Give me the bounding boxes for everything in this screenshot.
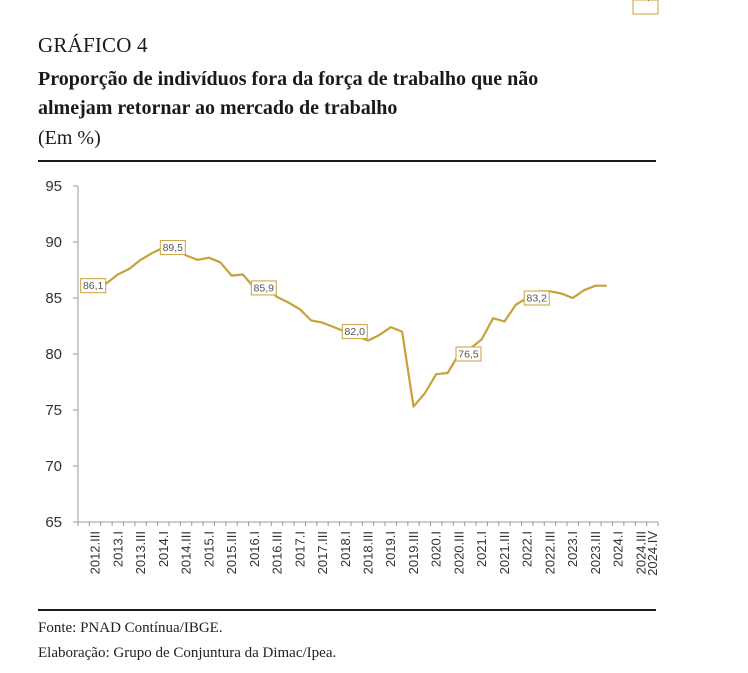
- data-label-box: [341, 324, 368, 340]
- data-label-text: 82,0: [345, 326, 366, 338]
- x-tick-label: 2024.IV: [645, 531, 660, 576]
- x-tick-label: 2017.III: [315, 531, 330, 574]
- data-label: 83,2: [523, 290, 550, 306]
- x-tick-label: 2022.III: [542, 531, 557, 574]
- x-tick-label: 2019.III: [406, 531, 421, 574]
- data-label: 86,1: [632, 0, 659, 15]
- x-tick-label: 2013.I: [110, 531, 125, 567]
- data-label-text: 86,1: [635, 0, 656, 3]
- data-label-text: 89,5: [163, 242, 184, 254]
- data-label: 86,1: [80, 278, 107, 294]
- x-tick-label: 2018.III: [361, 531, 376, 574]
- data-label: 85,9: [250, 280, 277, 296]
- credit-note: Elaboração: Grupo de Conjuntura da Dimac…: [38, 645, 337, 661]
- y-tick-label: 85: [45, 290, 62, 307]
- bottom-rule: [38, 609, 656, 611]
- source-note: Fonte: PNAD Contínua/IBGE.: [38, 620, 223, 636]
- y-tick-label: 70: [45, 458, 62, 475]
- x-tick-label: 2023.I: [565, 531, 580, 567]
- data-label-box: [250, 280, 277, 296]
- x-tick-label: 2014.I: [156, 531, 171, 567]
- x-tick-label: 2016.I: [247, 531, 262, 567]
- chart-title-line-2: almejam retornar ao mercado de trabalho: [38, 97, 398, 119]
- x-tick-label: 2018.I: [338, 531, 353, 567]
- y-tick-label: 80: [45, 346, 62, 363]
- data-label-box: [159, 240, 186, 256]
- data-label: 89,5: [159, 240, 186, 256]
- x-tick-label: 2015.III: [224, 531, 239, 574]
- x-tick-label: 2024.III: [633, 531, 648, 574]
- x-tick-label: 2021.I: [474, 531, 489, 567]
- y-tick-label: 65: [45, 514, 62, 531]
- top-rule: [38, 160, 656, 162]
- chart-title-line-1: Proporção de indivíduos fora da força de…: [38, 68, 539, 90]
- data-label-box: [632, 0, 659, 15]
- chart-axes: 65 70 75 80 85 90 95 2012.III 2013.I 2013.III 2014…: [45, 178, 660, 576]
- data-label: 82,0: [341, 324, 368, 340]
- x-tick-label: 2017.I: [292, 531, 307, 567]
- x-tick-label: 2015.I: [201, 531, 216, 567]
- y-tick-label: 75: [45, 402, 62, 419]
- chart-label: GRÁFICO 4: [38, 33, 148, 57]
- data-label-text: 83,2: [526, 293, 547, 305]
- x-tick-label: 2023.III: [588, 531, 603, 574]
- x-tick-label: 2014.III: [179, 531, 194, 574]
- chart-data-labels: 86,1 89,5 85,9 82,0 76,5 83,2 86,1: [80, 0, 659, 362]
- data-label-box: [455, 346, 482, 362]
- chart-unit: (Em %): [38, 127, 101, 149]
- y-tick-label: 95: [45, 178, 62, 195]
- x-tick-label: 2012.III: [88, 531, 103, 574]
- data-label-text: 86,1: [83, 280, 104, 292]
- x-tick-label: 2024.I: [611, 531, 626, 567]
- y-tick-label: 90: [45, 234, 62, 251]
- x-tick-label: 2021.III: [497, 531, 512, 574]
- x-tick-label: 2016.III: [270, 531, 285, 574]
- data-label-box: [523, 290, 550, 306]
- data-label-text: 76,5: [458, 349, 479, 361]
- x-tick-label: 2022.I: [520, 531, 535, 567]
- x-tick-label: 2020.I: [429, 531, 444, 567]
- x-tick-label: 2020.III: [451, 531, 466, 574]
- x-tick-label: 2019.I: [383, 531, 398, 567]
- x-tick-label: 2013.III: [133, 531, 148, 574]
- data-label: 76,5: [455, 346, 482, 362]
- data-label-box: [80, 278, 107, 294]
- data-label-text: 85,9: [254, 282, 275, 294]
